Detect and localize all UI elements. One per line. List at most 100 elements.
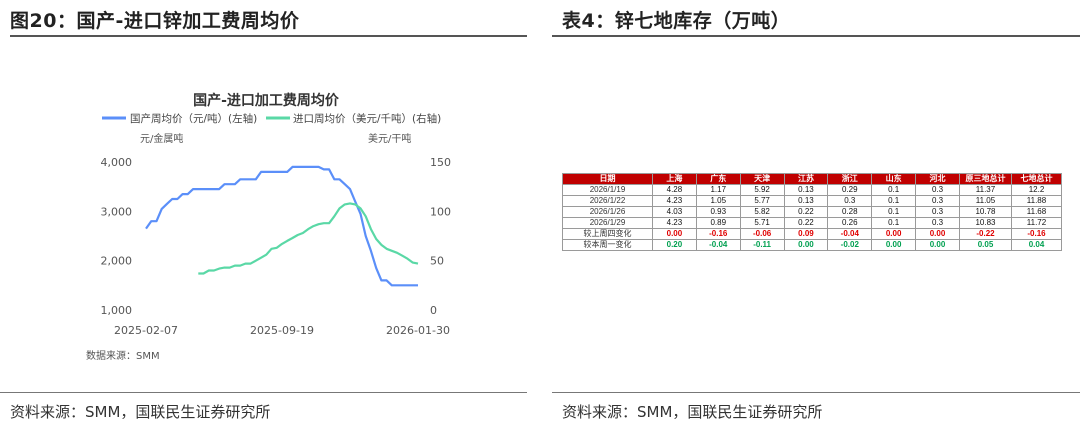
right-panel-title: 表4：锌七地库存（万吨） bbox=[562, 10, 791, 32]
left-source-rule bbox=[0, 392, 527, 393]
table-cell: -0.04 bbox=[695, 239, 741, 251]
table-cell: 4.28 bbox=[652, 184, 697, 196]
table-cell: 5.82 bbox=[739, 206, 785, 218]
table-cell: 0.3 bbox=[915, 184, 960, 196]
table-header-cell: 七地总计 bbox=[1011, 173, 1062, 185]
table-cell: 4.23 bbox=[652, 195, 697, 207]
table-cell: 11.68 bbox=[1011, 206, 1062, 218]
chart-title: 国产-进口加工费周均价 bbox=[193, 92, 340, 109]
row-label-cell: 2026/1/26 bbox=[562, 206, 653, 218]
table-cell: 5.77 bbox=[739, 195, 785, 207]
table-cell: 0.00 bbox=[652, 228, 697, 240]
row-label-cell: 较上周四变化 bbox=[562, 228, 653, 240]
table-cell: 0.3 bbox=[915, 217, 960, 229]
left-axis-unit: 元/金属吨 bbox=[140, 132, 183, 145]
table-cell: 11.72 bbox=[1011, 217, 1062, 229]
y-left-tick-label: 4,000 bbox=[101, 156, 133, 169]
series-line-domestic bbox=[145, 165, 418, 287]
axis-layer: 1,000 2,000 3,000 4,000 0 50 100 150 2025-02-07 2… bbox=[101, 156, 452, 337]
zinc-fee-line-chart: 国产-进口加工费周均价 国产周均价（元/吨）(左轴) 进口周均价（美元/千吨）(… bbox=[86, 92, 452, 362]
row-label-cell: 2026/1/19 bbox=[562, 184, 653, 196]
table-header-cell: 山东 bbox=[871, 173, 917, 185]
y-right-tick-label: 50 bbox=[430, 255, 444, 268]
table-cell: 1.17 bbox=[695, 184, 741, 196]
table-row: 2026/1/29 4.23 0.89 5.71 0.22 0.26 0.1 0.3 10.83… bbox=[562, 217, 1062, 229]
table-header-cell: 江苏 bbox=[783, 173, 829, 185]
table-row: 2026/1/19 4.28 1.17 5.92 0.13 0.29 0.1 0.3 11.37… bbox=[562, 184, 1062, 196]
table-cell: 0.00 bbox=[915, 228, 960, 240]
table-cell: 0.00 bbox=[871, 228, 917, 240]
table-cell: 0.04 bbox=[1011, 239, 1062, 251]
table-cell: 0.1 bbox=[871, 217, 917, 229]
table-cell: 0.3 bbox=[827, 195, 873, 207]
table-row: 较本周一变化 0.20 -0.04 -0.11 0.00 -0.02 0.00 0.00 0.0… bbox=[562, 239, 1062, 251]
left-title-rule bbox=[10, 35, 527, 37]
table-cell: -0.06 bbox=[739, 228, 785, 240]
table-header-cell: 日期 bbox=[562, 173, 653, 185]
table-cell: 10.78 bbox=[959, 206, 1012, 218]
table-cell: 0.22 bbox=[783, 206, 829, 218]
zinc-inventory-table: 日期 上海 广东 天津 江苏 浙江 山东 河北 原三地总计 七地总计 2026/1/19 4.28 1… bbox=[562, 173, 1062, 251]
y-left-tick-label: 3,000 bbox=[101, 205, 133, 218]
table-cell: -0.22 bbox=[959, 228, 1012, 240]
table-cell: 4.03 bbox=[652, 206, 697, 218]
table-cell: 0.00 bbox=[871, 239, 917, 251]
chart-legend: 国产周均价（元/吨）(左轴) 进口周均价（美元/千吨）(右轴) bbox=[102, 112, 441, 125]
table-cell: 5.71 bbox=[739, 217, 785, 229]
table-cell: 0.09 bbox=[783, 228, 829, 240]
table-cell: 0.26 bbox=[827, 217, 873, 229]
table-cell: 0.1 bbox=[871, 184, 917, 196]
row-label-cell: 2026/1/22 bbox=[562, 195, 653, 207]
table-cell: 0.13 bbox=[783, 195, 829, 207]
table-row: 2026/1/22 4.23 1.05 5.77 0.13 0.3 0.1 0.3 11.05 1… bbox=[562, 195, 1062, 207]
table-cell: -0.16 bbox=[1011, 228, 1062, 240]
table-cell: -0.04 bbox=[827, 228, 873, 240]
table-header-cell: 上海 bbox=[652, 173, 697, 185]
y-right-tick-label: 150 bbox=[430, 156, 451, 169]
table-cell: 11.88 bbox=[1011, 195, 1062, 207]
table-cell: 0.00 bbox=[783, 239, 829, 251]
series-layer bbox=[145, 165, 419, 287]
left-source-text: 资料来源：SMM，国联民生证券研究所 bbox=[10, 403, 271, 421]
table-cell: 0.13 bbox=[783, 184, 829, 196]
table-cell: 0.93 bbox=[695, 206, 741, 218]
table-cell: 0.20 bbox=[652, 239, 697, 251]
table-cell: 0.22 bbox=[783, 217, 829, 229]
table-cell: 0.1 bbox=[871, 195, 917, 207]
table-cell: -0.02 bbox=[827, 239, 873, 251]
x-tick-label: 2025-02-07 bbox=[114, 324, 178, 337]
legend-label-domestic: 国产周均价（元/吨）(左轴) bbox=[130, 112, 257, 125]
table-cell: 0.3 bbox=[915, 195, 960, 207]
y-right-tick-label: 0 bbox=[430, 304, 437, 317]
x-tick-label: 2026-01-30 bbox=[386, 324, 450, 337]
table-header-row: 日期 上海 广东 天津 江苏 浙江 山东 河北 原三地总计 七地总计 bbox=[562, 173, 1062, 185]
table-header-cell: 河北 bbox=[915, 173, 960, 185]
legend-label-import: 进口周均价（美元/千吨）(右轴) bbox=[293, 112, 441, 125]
y-right-tick-label: 100 bbox=[430, 205, 451, 218]
table-cell: 11.37 bbox=[959, 184, 1012, 196]
left-panel-title: 图20：国产-进口锌加工费周均价 bbox=[10, 10, 300, 32]
table-cell: 5.92 bbox=[739, 184, 785, 196]
right-source-rule bbox=[552, 392, 1080, 393]
right-axis-unit: 美元/干吨 bbox=[368, 132, 411, 145]
table-cell: -0.11 bbox=[739, 239, 785, 251]
row-label-cell: 2026/1/29 bbox=[562, 217, 653, 229]
y-left-tick-label: 2,000 bbox=[101, 255, 133, 268]
table-cell: 0.3 bbox=[915, 206, 960, 218]
right-title-rule bbox=[552, 35, 1080, 37]
table-cell: 0.89 bbox=[695, 217, 741, 229]
table-row: 2026/1/26 4.03 0.93 5.82 0.22 0.28 0.1 0.3 10.78… bbox=[562, 206, 1062, 218]
table-cell: 12.2 bbox=[1011, 184, 1062, 196]
x-tick-label: 2025-09-19 bbox=[250, 324, 314, 337]
row-label-cell: 较本周一变化 bbox=[562, 239, 653, 251]
chart-source-note: 数据来源：SMM bbox=[86, 349, 160, 362]
series-line-import bbox=[198, 202, 419, 275]
table-cell: -0.16 bbox=[695, 228, 741, 240]
table-header-cell: 浙江 bbox=[827, 173, 873, 185]
right-source-text: 资料来源：SMM，国联民生证券研究所 bbox=[562, 403, 823, 421]
table-body: 2026/1/19 4.28 1.17 5.92 0.13 0.29 0.1 0.3 11.37… bbox=[562, 184, 1062, 251]
table-header-cell: 天津 bbox=[739, 173, 785, 185]
table-cell: 0.1 bbox=[871, 206, 917, 218]
y-left-tick-label: 1,000 bbox=[101, 304, 133, 317]
table-header-cell: 原三地总计 bbox=[959, 173, 1012, 185]
